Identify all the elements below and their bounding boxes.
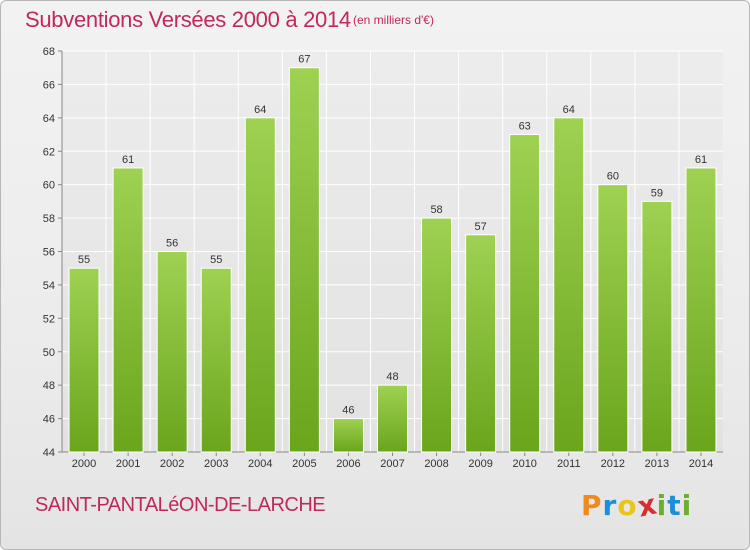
bars <box>68 67 717 453</box>
data-label: 67 <box>298 54 310 66</box>
chart-subtitle: (en milliers d'€) <box>353 13 434 27</box>
labels: 44 46 48 50 52 54 56 58 60 62 64 66 68 55 2000 61 2001 56… <box>43 46 713 470</box>
x-tick-label: 2009 <box>468 458 492 470</box>
logo-letter: o <box>617 489 638 522</box>
data-label: 56 <box>166 238 178 250</box>
proxiti-logo: Proxiti <box>581 487 693 523</box>
data-label: 63 <box>519 121 531 133</box>
y-tick-label: 58 <box>43 213 55 225</box>
logo-letter: r <box>602 489 618 522</box>
data-label: 64 <box>254 104 266 116</box>
x-tick-label: 2003 <box>204 458 228 470</box>
x-tick-label: 2014 <box>689 458 713 470</box>
x-tick-label: 2005 <box>292 458 316 470</box>
bar-2005 <box>288 67 320 453</box>
x-tick-label: 2008 <box>424 458 448 470</box>
x-tick-label: 2007 <box>380 458 404 470</box>
y-tick-label: 52 <box>43 313 55 325</box>
x-tick-label: 2011 <box>557 458 581 470</box>
logo-letter: t <box>667 489 682 522</box>
bar-2009 <box>465 234 497 453</box>
bar-2012 <box>597 184 629 453</box>
data-label: 59 <box>651 187 663 199</box>
data-label: 55 <box>210 254 222 266</box>
y-tick-label: 64 <box>43 113 55 125</box>
bar-2004 <box>244 117 276 453</box>
bar-2013 <box>641 200 673 453</box>
bar-2014 <box>685 167 717 453</box>
data-label: 46 <box>342 405 354 417</box>
logo-letter: i <box>681 489 693 522</box>
chart-title: Subventions Versées 2000 à 2014 <box>25 7 351 32</box>
y-tick-label: 50 <box>43 347 55 359</box>
x-tick-label: 2004 <box>248 458 272 470</box>
x-tick-label: 2001 <box>116 458 140 470</box>
data-label: 48 <box>386 371 398 383</box>
y-tick-label: 54 <box>43 280 55 292</box>
x-tick-label: 2013 <box>645 458 669 470</box>
logo-letter: P <box>581 489 603 522</box>
data-label: 57 <box>475 221 487 233</box>
y-tick-label: 68 <box>43 46 55 58</box>
data-label: 61 <box>695 154 707 166</box>
y-tick-label: 60 <box>43 180 55 192</box>
data-label: 61 <box>122 154 134 166</box>
y-tick-label: 66 <box>43 79 55 91</box>
data-label: 64 <box>563 104 575 116</box>
x-tick-label: 2002 <box>160 458 184 470</box>
y-tick-label: 62 <box>43 146 55 158</box>
bar-2010 <box>509 134 541 453</box>
y-tick-label: 44 <box>43 447 55 459</box>
data-label: 58 <box>430 204 442 216</box>
x-tick-label: 2010 <box>512 458 536 470</box>
bar-2006 <box>332 418 364 453</box>
x-tick-label: 2000 <box>72 458 96 470</box>
bar-2000 <box>68 267 100 453</box>
data-label: 55 <box>78 254 90 266</box>
y-tick-label: 46 <box>43 414 55 426</box>
commune-name: SAINT-PANTALéON-DE-LARCHE <box>35 494 326 516</box>
x-tick-label: 2006 <box>336 458 360 470</box>
y-tick-label: 48 <box>43 380 55 392</box>
bar-2003 <box>200 267 232 453</box>
data-label: 60 <box>607 171 619 183</box>
logo-letter: i <box>656 489 668 522</box>
x-tick-label: 2012 <box>601 458 625 470</box>
bar-2008 <box>421 217 453 453</box>
bar-2002 <box>156 251 188 453</box>
bar-2007 <box>377 384 408 453</box>
bar-2011 <box>553 117 585 453</box>
bar-2001 <box>112 167 144 453</box>
y-tick-label: 56 <box>43 247 55 259</box>
